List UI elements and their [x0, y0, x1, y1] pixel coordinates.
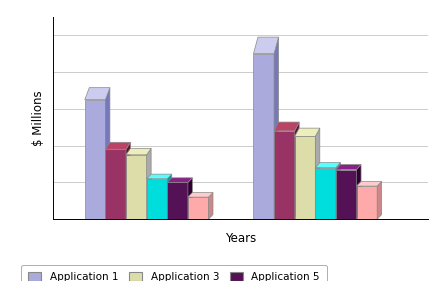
Polygon shape [126, 142, 131, 219]
Polygon shape [274, 122, 299, 131]
Bar [356, 186, 377, 219]
Bar [126, 155, 146, 219]
Polygon shape [295, 128, 320, 136]
Bar [336, 169, 356, 219]
Bar [105, 149, 126, 219]
Polygon shape [126, 148, 151, 155]
Bar [188, 197, 209, 219]
Polygon shape [105, 88, 110, 219]
Legend: Application 1, Application 2, Application 3, Application 4, Application 5, Appli: Application 1, Application 2, Applicatio… [21, 265, 327, 281]
Polygon shape [188, 192, 213, 197]
Polygon shape [146, 174, 172, 179]
Polygon shape [336, 162, 340, 219]
Polygon shape [315, 162, 340, 168]
Polygon shape [85, 88, 110, 100]
Polygon shape [254, 37, 279, 54]
Bar [167, 182, 188, 219]
Polygon shape [167, 178, 192, 182]
Bar [315, 168, 336, 219]
Bar [254, 54, 274, 219]
Bar [85, 100, 105, 219]
Bar [274, 131, 295, 219]
Polygon shape [336, 165, 361, 169]
Bar [146, 179, 167, 219]
Polygon shape [274, 37, 279, 219]
Bar [295, 136, 315, 219]
Polygon shape [295, 122, 299, 219]
Polygon shape [377, 182, 381, 219]
X-axis label: Years: Years [225, 232, 256, 245]
Y-axis label: $ Millions: $ Millions [32, 90, 45, 146]
Polygon shape [315, 128, 320, 219]
Polygon shape [188, 178, 192, 219]
Polygon shape [356, 165, 361, 219]
Polygon shape [209, 192, 213, 219]
Polygon shape [105, 142, 131, 149]
Polygon shape [356, 182, 381, 186]
Polygon shape [167, 174, 172, 219]
Polygon shape [146, 148, 151, 219]
